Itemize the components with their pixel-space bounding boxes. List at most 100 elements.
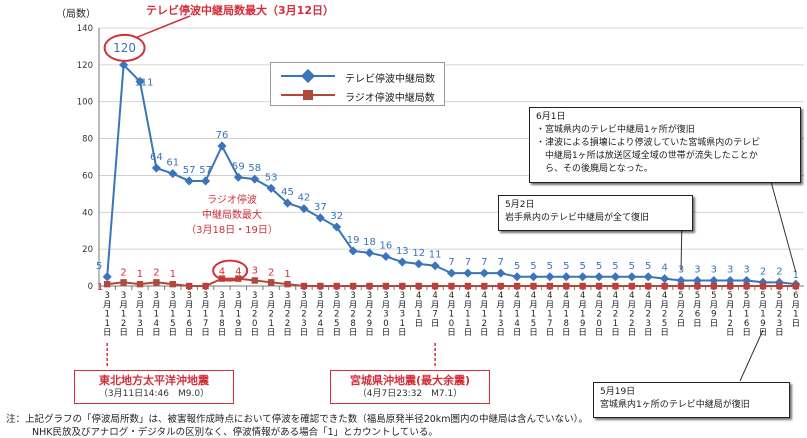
radio-data-point [677,282,685,290]
radio-data-label: 0 [629,282,635,293]
tv-data-point [709,275,719,285]
radio-data-point [530,282,537,290]
tv-data-point [430,261,440,271]
radio-data-point [333,282,340,290]
radio-max-annotation-line1: ラジオ停波 [207,193,257,206]
tv-data-point [496,268,506,278]
radio-data-label: 1 [137,269,143,280]
tv-data-label: 5 [596,261,602,272]
legend-radio-swatch [281,90,335,100]
tv-data-point [184,176,194,186]
radio-data-label: 0 [579,282,585,293]
tv-data-label: 7 [465,257,471,268]
radio-data-point [563,282,570,290]
radio-data-label: 0 [448,282,454,293]
radio-data-label: 0 [350,282,356,293]
tv-data-point [479,268,489,278]
tv-data-point [578,272,588,282]
y-axis-label: （局数） [56,7,96,20]
radio-data-label: 0 [432,282,438,293]
note-june1-leader [769,177,797,273]
tv-data-point [266,183,276,193]
radio-data-label: 2 [153,267,159,278]
tv-data-point [364,248,375,258]
tv-data-label: 5 [629,261,635,272]
note-may2-line1: 5月2日 [505,200,535,210]
note-june1-line3: ・津波による損壊により停波していた宮城県内のテレビ [536,138,761,148]
chart-legend: テレビ停波中継局数 ラジオ停波中継局数 [270,62,445,106]
radio-data-point [743,282,750,290]
tv-data-point [315,213,325,223]
legend-label-radio: ラジオ停波中継局数 [345,93,435,104]
radio-data-label: 0 [334,282,340,293]
tv-data-label: 45 [281,187,294,198]
radio-data-point [366,282,373,290]
tv-data-label: 1 [793,270,799,281]
tv-data-label: 57 [199,165,212,176]
tv-data-label: 32 [330,211,343,222]
radio-data-label: 0 [727,282,733,293]
radio-data-point [727,282,734,290]
tv-data-point [151,163,161,173]
tv-data-point [381,251,391,262]
radio-data-label: 0 [317,282,323,293]
y-tick-label: 80 [82,135,93,145]
tv-data-label: 5 [645,261,651,272]
radio-data-label: 0 [366,282,372,293]
tv-data-point [201,176,211,186]
radio-data-point [382,282,390,290]
tv-data-label: 3 [727,264,733,275]
quake-box-first: 東北地方太平洋沖地震 （3月11日14:46 M9.0） [74,370,234,404]
tv-data-label: 5 [514,261,520,272]
note-may19-line1: 5月19日 [600,387,636,397]
tv-data-point [217,141,227,151]
radio-data-label: 1 [97,282,103,293]
radio-data-label: 0 [399,282,405,293]
radio-data-point [595,282,603,290]
radio-data-label: 0 [301,282,307,293]
radio-data-point [431,282,439,290]
radio-data-label: 0 [776,282,782,293]
tv-data-label: 53 [265,172,278,183]
radio-data-label: 0 [530,282,536,293]
tv-data-label: 61 [166,158,179,169]
tv-data-point [233,172,243,182]
tv-data-point [135,76,145,86]
quake-first-sub: （3月11日14:46 M9.0） [98,389,210,399]
radio-data-label: 1 [284,269,290,280]
radio-data-point [169,280,176,288]
radio-data-label: 0 [563,282,569,293]
tv-data-point [594,272,604,282]
radio-data-label: 0 [612,282,618,293]
tv-data-label: 5 [563,261,569,272]
legend-item-tv: テレビ停波中継局数 [271,67,444,85]
tv-data-label: 120 [113,41,136,55]
tv-data-label: 5 [579,261,585,272]
radio-data-point [120,279,127,286]
radio-data-label: 4 [235,267,241,278]
tv-data-label: 12 [412,248,425,259]
y-tick-label: 140 [77,24,93,34]
radio-data-point [694,282,701,290]
radio-data-point [464,282,472,290]
radio-data-point [399,282,406,290]
tv-data-label: 3 [743,264,749,275]
quake-first-title: 東北地方太平洋沖地震 [99,374,209,387]
